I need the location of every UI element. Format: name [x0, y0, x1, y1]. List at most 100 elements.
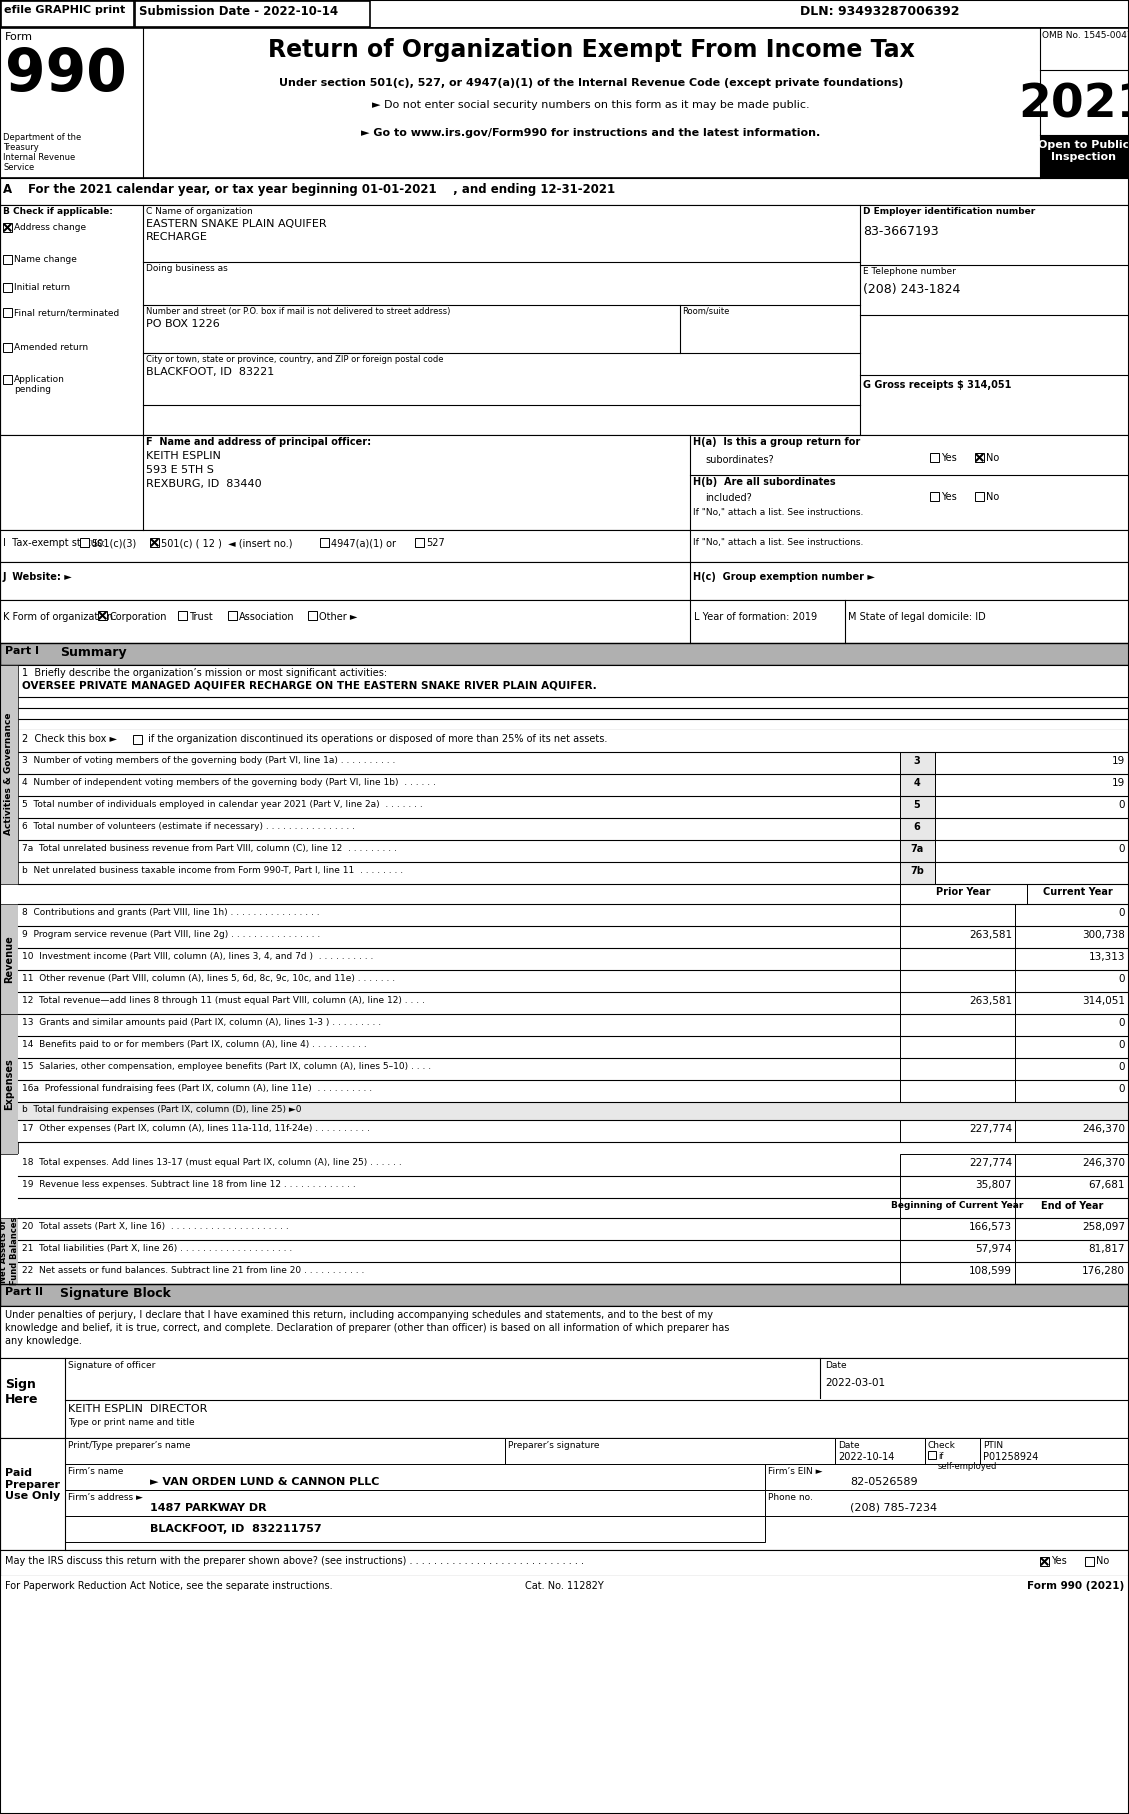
- Text: 13  Grants and similar amounts paid (Part IX, column (A), lines 1-3 ) . . . . . : 13 Grants and similar amounts paid (Part…: [21, 1018, 382, 1027]
- Bar: [133, 735, 142, 744]
- Bar: [900, 753, 935, 775]
- Bar: [18, 925, 900, 949]
- Text: RECHARGE: RECHARGE: [146, 232, 208, 241]
- Text: included?: included?: [704, 493, 752, 502]
- Bar: [18, 903, 900, 925]
- Text: C Name of organization: C Name of organization: [146, 207, 253, 216]
- Text: Form: Form: [5, 33, 33, 42]
- Text: 2022-10-14: 2022-10-14: [838, 1451, 894, 1462]
- Bar: [1015, 1217, 1129, 1241]
- Text: Under section 501(c), 527, or 4947(a)(1) of the Internal Revenue Code (except pr: Under section 501(c), 527, or 4947(a)(1)…: [279, 78, 903, 89]
- Text: 4  Number of independent voting members of the governing body (Part VI, line 1b): 4 Number of independent voting members o…: [21, 778, 436, 787]
- Text: 2022-03-01: 2022-03-01: [825, 1379, 885, 1388]
- Bar: [18, 1217, 900, 1241]
- Text: Prior Year: Prior Year: [936, 887, 990, 896]
- Bar: [1015, 1241, 1129, 1263]
- Text: Return of Organization Exempt From Income Tax: Return of Organization Exempt From Incom…: [268, 38, 914, 62]
- Bar: [765, 1489, 1129, 1517]
- Text: D Employer identification number: D Employer identification number: [863, 207, 1035, 216]
- Text: Current Year: Current Year: [1043, 887, 1113, 896]
- Bar: [928, 1451, 936, 1458]
- Bar: [930, 454, 939, 463]
- Bar: [320, 539, 329, 548]
- Bar: [975, 454, 984, 463]
- Text: I  Tax-exempt status:: I Tax-exempt status:: [3, 539, 105, 548]
- Text: 0: 0: [1119, 909, 1124, 918]
- Text: OMB No. 1545-0047: OMB No. 1545-0047: [1042, 31, 1129, 40]
- Bar: [900, 925, 1015, 949]
- Text: EASTERN SNAKE PLAIN AQUIFER: EASTERN SNAKE PLAIN AQUIFER: [146, 219, 326, 229]
- Text: Yes: Yes: [940, 454, 956, 463]
- Text: Part I: Part I: [5, 646, 40, 657]
- Text: knowledge and belief, it is true, correct, and complete. Declaration of preparer: knowledge and belief, it is true, correc…: [5, 1322, 729, 1333]
- Text: Firm’s name: Firm’s name: [68, 1468, 123, 1477]
- Text: No: No: [1096, 1556, 1110, 1565]
- Text: Department of the: Department of the: [3, 132, 81, 141]
- Text: 246,370: 246,370: [1082, 1125, 1124, 1134]
- Text: Open to Public
Inspection: Open to Public Inspection: [1039, 140, 1129, 161]
- Text: 593 E 5TH S: 593 E 5TH S: [146, 464, 213, 475]
- Bar: [178, 611, 187, 620]
- Text: Part II: Part II: [5, 1286, 43, 1297]
- Bar: [1015, 949, 1129, 970]
- Bar: [900, 949, 1015, 970]
- Text: 3: 3: [913, 756, 920, 766]
- Text: 2021: 2021: [1018, 83, 1129, 129]
- Text: 16a  Professional fundraising fees (Part IX, column (A), line 11e)  . . . . . . : 16a Professional fundraising fees (Part …: [21, 1085, 373, 1094]
- Text: H(a)  Is this a group return for: H(a) Is this a group return for: [693, 437, 860, 446]
- Bar: [98, 611, 107, 620]
- Bar: [18, 970, 900, 992]
- Text: 8  Contributions and grants (Part VIII, line 1h) . . . . . . . . . . . . . . . .: 8 Contributions and grants (Part VIII, l…: [21, 909, 320, 918]
- Text: 10  Investment income (Part VIII, column (A), lines 3, 4, and 7d )  . . . . . . : 10 Investment income (Part VIII, column …: [21, 952, 374, 961]
- Text: b  Total fundraising expenses (Part IX, column (D), line 25) ►0: b Total fundraising expenses (Part IX, c…: [21, 1105, 301, 1114]
- Text: B Check if applicable:: B Check if applicable:: [3, 207, 113, 216]
- Text: 990: 990: [5, 45, 126, 103]
- Bar: [3, 375, 12, 385]
- Bar: [18, 1101, 1129, 1119]
- Bar: [900, 1119, 1015, 1143]
- Text: BLACKFOOT, ID  832211757: BLACKFOOT, ID 832211757: [150, 1524, 322, 1535]
- Text: 0: 0: [1119, 800, 1124, 811]
- Text: REXBURG, ID  83440: REXBURG, ID 83440: [146, 479, 262, 490]
- Bar: [1015, 925, 1129, 949]
- Text: OVERSEE PRIVATE MANAGED AQUIFER RECHARGE ON THE EASTERN SNAKE RIVER PLAIN AQUIFE: OVERSEE PRIVATE MANAGED AQUIFER RECHARGE…: [21, 680, 597, 691]
- Bar: [18, 840, 900, 862]
- Text: (208) 785-7234: (208) 785-7234: [850, 1504, 937, 1513]
- Bar: [900, 1217, 1015, 1241]
- Bar: [935, 775, 1129, 796]
- Text: Number and street (or P.O. box if mail is not delivered to street address): Number and street (or P.O. box if mail i…: [146, 307, 450, 316]
- Bar: [935, 753, 1129, 775]
- Bar: [0, 562, 1129, 600]
- Text: 263,581: 263,581: [969, 931, 1012, 940]
- Text: 7a: 7a: [910, 844, 924, 854]
- Text: M State of legal domicile: ID: M State of legal domicile: ID: [848, 611, 986, 622]
- Bar: [65, 1489, 765, 1517]
- Bar: [980, 1439, 1129, 1464]
- Text: 0: 0: [1119, 1061, 1124, 1072]
- Bar: [0, 642, 1129, 666]
- Text: 81,817: 81,817: [1088, 1244, 1124, 1253]
- Text: 4947(a)(1) or: 4947(a)(1) or: [331, 539, 396, 548]
- Text: 17  Other expenses (Part IX, column (A), lines 11a-11d, 11f-24e) . . . . . . . .: 17 Other expenses (Part IX, column (A), …: [21, 1125, 370, 1134]
- Text: Final return/terminated: Final return/terminated: [14, 308, 120, 317]
- Bar: [65, 1517, 765, 1542]
- Bar: [18, 992, 900, 1014]
- Text: 4: 4: [913, 778, 920, 787]
- Text: Application
pending: Application pending: [14, 375, 64, 394]
- Text: if
self-employed: if self-employed: [938, 1451, 997, 1471]
- Text: Initial return: Initial return: [14, 283, 70, 292]
- Text: ► Do not enter social security numbers on this form as it may be made public.: ► Do not enter social security numbers o…: [373, 100, 809, 111]
- Text: 7b: 7b: [910, 865, 924, 876]
- Bar: [3, 343, 12, 352]
- Text: Corporation: Corporation: [110, 611, 166, 622]
- Text: 19: 19: [1112, 778, 1124, 787]
- Bar: [900, 1241, 1015, 1263]
- Bar: [18, 1175, 900, 1197]
- Text: 166,573: 166,573: [969, 1223, 1012, 1232]
- Text: G Gross receipts $ 314,051: G Gross receipts $ 314,051: [863, 379, 1012, 390]
- Text: 6: 6: [913, 822, 920, 833]
- Text: 176,280: 176,280: [1082, 1266, 1124, 1275]
- Bar: [18, 1197, 900, 1217]
- Bar: [900, 1263, 1015, 1284]
- Bar: [765, 1464, 1129, 1489]
